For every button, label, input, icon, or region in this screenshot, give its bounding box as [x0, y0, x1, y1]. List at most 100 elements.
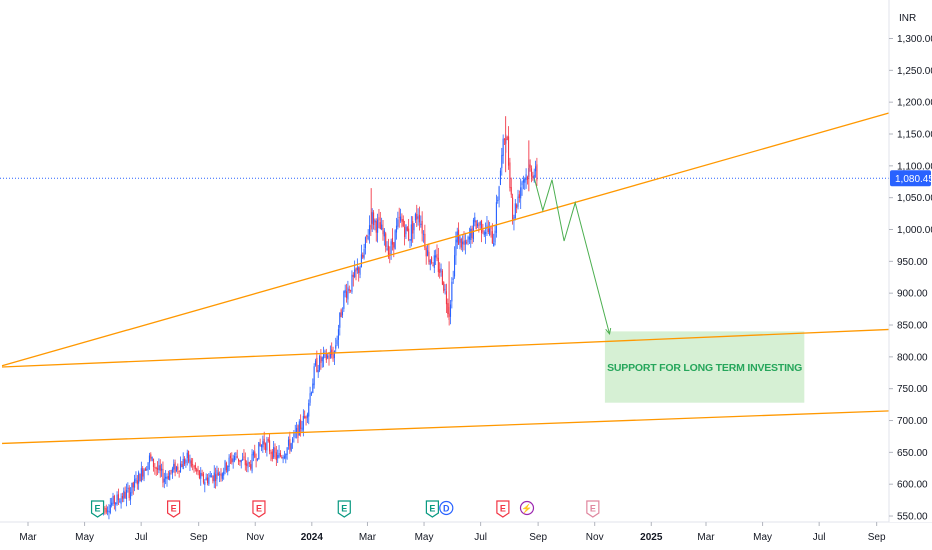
candle: [348, 285, 350, 294]
time-tick-label: Sep: [529, 532, 547, 543]
event-label: E: [500, 504, 506, 514]
candle: [146, 466, 148, 471]
support-zone-label: SUPPORT FOR LONG TERM INVESTING: [607, 362, 802, 374]
time-tick-label: Jul: [813, 532, 826, 543]
candle: [414, 212, 416, 223]
trendline-3[interactable]: [2, 409, 905, 445]
candle: [340, 308, 342, 318]
candle: [447, 298, 449, 318]
price-tick-label: 1,100.00: [897, 161, 932, 172]
candle: [281, 455, 283, 459]
candle: [158, 458, 160, 474]
price-tick-label: 1,050.00: [897, 193, 932, 204]
support-zone: [604, 331, 805, 403]
candle: [287, 436, 290, 450]
candle: [105, 504, 107, 515]
candle: [127, 482, 129, 493]
earnings_alt-event-marker[interactable]: E: [167, 500, 181, 518]
candle: [166, 473, 168, 487]
candle: [532, 171, 534, 181]
candle: [428, 243, 430, 265]
time-tick-label: Jul: [474, 532, 487, 543]
future_earnings-event-marker[interactable]: E: [586, 500, 600, 518]
candle: [161, 463, 163, 477]
candle: [231, 452, 233, 465]
candle: [206, 474, 209, 486]
candle: [386, 241, 388, 251]
candle: [524, 177, 526, 190]
candle: [462, 235, 464, 252]
candle: [243, 449, 245, 461]
candle: [355, 267, 357, 281]
projection-path: [533, 178, 612, 336]
price-tick-label: 700.00: [897, 416, 928, 427]
candle: [173, 459, 175, 473]
candle: [144, 467, 146, 471]
candle: [416, 204, 418, 228]
candle: [108, 504, 110, 520]
candle: [444, 284, 446, 295]
candle: [216, 465, 218, 487]
candle: [131, 482, 133, 497]
candle: [159, 459, 161, 478]
candle: [328, 352, 330, 366]
candle: [305, 415, 307, 426]
earnings_alt-event-marker[interactable]: E: [496, 500, 510, 518]
event-label: E: [590, 504, 596, 514]
time-axis[interactable]: Mar May Jul Sep Nov 2024 Mar May Jul Sep Nov 2025 Ma…: [0, 521, 932, 550]
candle: [468, 227, 470, 244]
event-label: E: [171, 504, 177, 514]
candle: [270, 449, 272, 462]
candle: [397, 211, 399, 230]
candle: [151, 456, 153, 462]
candle: [204, 479, 206, 493]
candle: [139, 473, 141, 482]
candle: [337, 324, 339, 349]
candle: [289, 431, 291, 454]
time-tick-label: Mar: [19, 532, 37, 543]
candle: [343, 290, 345, 312]
candle: [178, 470, 180, 478]
candle: [427, 244, 429, 257]
candle: [244, 452, 246, 471]
trendline-2[interactable]: [2, 328, 905, 368]
candle: [300, 414, 302, 437]
price-axis[interactable]: 1,300.00 1,250.00 1,200.00 1,150.00 1,100.00…: [888, 0, 932, 523]
earnings_alt-event-marker[interactable]: E: [252, 500, 266, 518]
candle: [362, 252, 364, 260]
candle: [517, 189, 519, 210]
trendline-1[interactable]: [1, 107, 905, 367]
candle: [530, 165, 533, 183]
candle: [283, 450, 285, 460]
candle: [509, 157, 511, 192]
candle: [464, 232, 466, 255]
candle: [267, 437, 269, 443]
split-event-marker[interactable]: ⚡: [519, 500, 535, 516]
earnings-event-marker[interactable]: E: [337, 500, 351, 518]
price-tick-label: 1,000.00: [897, 225, 932, 236]
dividend-event-marker[interactable]: D: [439, 500, 454, 516]
price-tick-label: 550.00: [897, 512, 928, 523]
earnings-event-marker[interactable]: E: [90, 500, 105, 518]
candle: [347, 280, 349, 305]
candle: [346, 283, 348, 303]
candle: [520, 178, 522, 209]
candle: [476, 219, 479, 229]
candle: [420, 215, 422, 228]
candle: [157, 461, 159, 476]
candle: [377, 213, 379, 243]
candle: [479, 220, 481, 229]
candle: [273, 440, 275, 459]
candle: [350, 289, 352, 293]
candle: [443, 281, 445, 294]
candle: [522, 175, 524, 190]
candle: [460, 237, 462, 251]
candle: [186, 449, 188, 466]
trendlines[interactable]: [1, 107, 905, 445]
time-tick-label: May: [75, 532, 94, 543]
earnings-event-marker[interactable]: E: [425, 500, 439, 518]
candle: [123, 487, 125, 503]
candle: [364, 236, 366, 255]
candle: [298, 419, 300, 436]
